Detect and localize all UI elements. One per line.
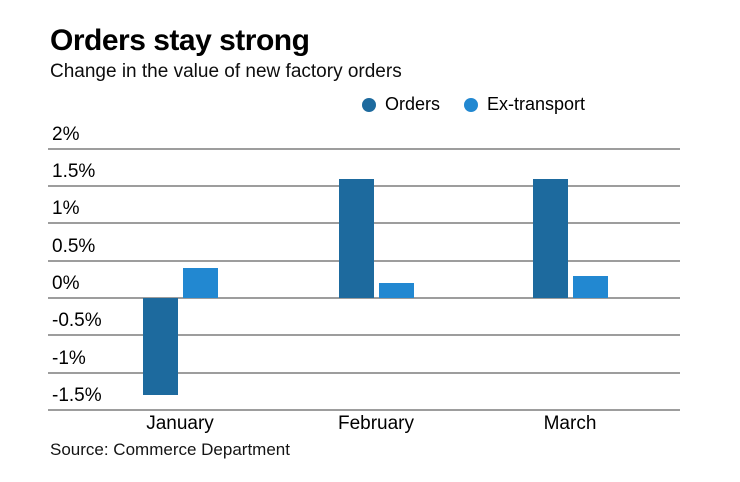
source-note: Source: Commerce Department (50, 440, 290, 459)
bar-orders-march (532, 178, 568, 298)
legend-label: Ex-transport (487, 94, 586, 114)
y-tick-label: -1.5% (52, 384, 102, 406)
gridline-2 (48, 147, 680, 150)
legend-label: Orders (385, 94, 441, 114)
legend-item-orders: Orders (362, 94, 440, 115)
y-tick-label: 0.5% (52, 235, 96, 257)
y-tick-label: -0.5% (52, 310, 102, 332)
x-tick-label-march: March (543, 413, 597, 434)
bar-orders-february (338, 178, 374, 298)
gridline--1 (48, 371, 680, 374)
y-tick-label: 2% (52, 123, 80, 145)
legend-dot-icon (464, 97, 479, 112)
bar-orders-january (142, 298, 178, 395)
legend-item-ex-transport: Ex-transport (464, 94, 585, 115)
bar-ex-transport-january (182, 268, 218, 298)
bar-ex-transport-march (572, 275, 608, 298)
legend-dot-icon (362, 97, 376, 112)
y-tick-label: -1% (52, 347, 86, 369)
gridline-0 (48, 297, 680, 299)
y-tick-label: 0% (52, 273, 80, 294)
legend: Orders Ex-transport (362, 94, 585, 115)
bar-ex-transport-february (378, 283, 414, 298)
chart-subtitle: Change in the value of new factory order… (50, 61, 402, 82)
x-tick-label-february: February (337, 413, 415, 434)
chart-title: Orders stay strong (50, 24, 310, 57)
y-tick-label: 1% (52, 198, 80, 220)
gridline--0.5 (48, 334, 680, 337)
x-tick-label-january: January (146, 413, 214, 434)
y-tick-label: 1.5% (52, 161, 96, 183)
gridline--1.5 (48, 408, 680, 411)
